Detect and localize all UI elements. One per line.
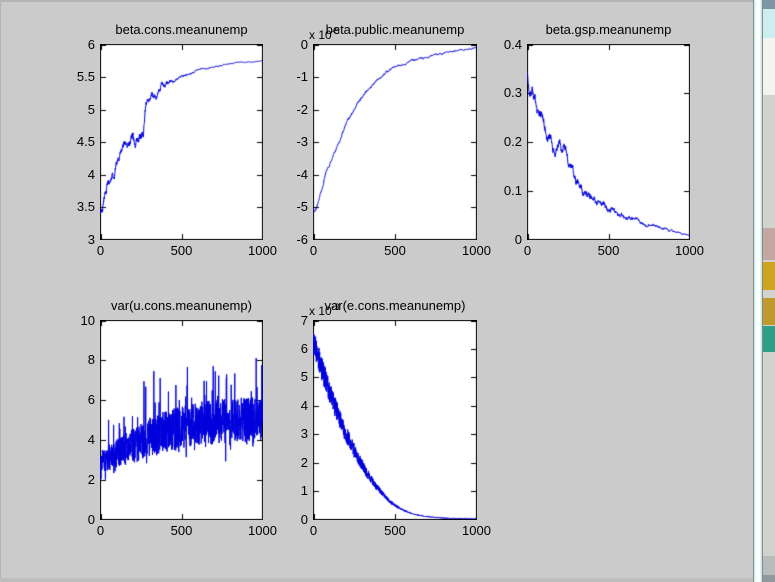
y-tick-label: 3 [87,231,95,247]
subplot-var-e-cons-meanunemp: var(e.cons.meanunemp) x 10-3 0 1 2 3 4 5 6 7 0 5… [301,298,491,538]
x-tick-label: 1000 [248,243,277,258]
y-tick-label: 8 [87,352,95,368]
y-tick-label: 0 [300,36,308,52]
y-tick-label: 7 [300,312,308,328]
y-tick-label: 3.5 [76,199,95,214]
y-tick-label: -2 [296,101,308,117]
y-axis-exponent-label: x 10-3 [309,302,340,318]
exponent-power: -3 [331,302,340,312]
plot-title: beta.public.meanunemp [325,22,465,37]
desktop-icon-fragment-teal [763,326,775,352]
y-tick-label: -6 [296,231,308,247]
desktop-edge-column [763,0,775,582]
plot-area [313,44,477,240]
x-tick-label: 0 [96,523,105,538]
plot-area [527,44,690,240]
y-tick-label: -4 [296,166,308,182]
x-tick-label: 500 [384,523,406,538]
y-tick-label: 5 [87,101,95,117]
y-tick-label: 0.3 [503,85,522,101]
subplot-beta-cons-meanunemp: beta.cons.meanunemp 3 3.5 4 4.5 5 5.5 6 0 500 10… [77,22,277,258]
plot-title: beta.gsp.meanunemp [545,22,672,37]
y-tick-label: 0.1 [503,182,522,198]
x-tick-label: 500 [170,523,193,538]
figure-canvas: beta.cons.meanunemp 3 3.5 4 4.5 5 5.5 6 0 500 10… [0,0,754,582]
y-tick-label: 0 [87,511,95,527]
y-tick-label: 5 [300,369,308,385]
window-right-border [753,0,754,582]
plot-title: var(u.cons.meanunemp) [111,298,252,313]
plot-title: var(e.cons.meanunemp) [324,298,466,313]
desktop-edge-cyan [763,9,775,38]
y-tick-label: 4 [87,166,95,182]
x-tick-label: 500 [597,243,620,258]
x-tick-label: 1000 [462,523,491,538]
subplot-var-u-cons-meanunemp: var(u.cons.meanunemp) 0 2 4 6 8 10 0 500 1000 [81,298,277,538]
y-tick-label: 4.5 [76,134,95,149]
y-tick-label: 6 [87,36,95,52]
exponent-mantissa: x 10 [309,28,332,42]
x-tick-label: 0 [309,243,318,258]
plot-title: beta.cons.meanunemp [115,22,248,37]
y-tick-label: 2 [87,471,95,487]
desktop-edge-slate-bottom [763,575,775,582]
x-tick-label: 500 [170,243,193,258]
x-tick-label: 0 [523,243,532,258]
x-tick-label: 0 [309,523,318,538]
x-tick-label: 0 [96,243,105,258]
y-tick-label: 10 [80,312,95,328]
desktop-edge-pink [763,228,775,260]
y-tick-label: 6 [87,392,95,408]
desktop-edge-gray-dark [763,556,775,575]
desktop-icon-fragment-yellow-2 [763,298,775,325]
window-left-edge [0,0,1,582]
desktop-edge-white [763,38,775,95]
subplot-beta-gsp-meanunemp: beta.gsp.meanunemp 0 0.1 0.2 0.3 0.4 0 500 100… [504,22,704,258]
window-right-border-inner [762,0,763,582]
plot-area [100,320,263,520]
y-tick-label: -1 [296,69,308,84]
window-bottom-edge [0,578,754,582]
y-tick-label: 0.4 [503,36,522,52]
y-axis-exponent-label: x 10-5 [309,26,340,42]
y-tick-label: -3 [296,134,308,149]
y-tick-label: 0 [300,511,308,527]
y-tick-label: 5.5 [76,69,95,84]
y-tick-label: 6 [300,340,308,356]
x-tick-label: 500 [384,243,406,258]
y-tick-label: 0.2 [503,134,522,149]
x-tick-label: 1000 [675,243,704,258]
y-tick-label: 0 [514,231,522,247]
plot-area [313,320,477,520]
desktop-edge-slate [763,0,775,9]
x-tick-label: 1000 [462,243,491,258]
desktop-icon-fragment-yellow-1 [763,262,775,290]
y-tick-label: 1 [300,483,308,499]
exponent-mantissa: x 10 [309,304,332,318]
exponent-power: -5 [331,26,340,36]
y-tick-label: 2 [300,454,308,470]
y-tick-label: 3 [300,426,308,442]
plot-area [100,44,263,240]
window-edge-gradient [754,0,762,582]
y-tick-label: 4 [300,397,308,413]
y-tick-label: -5 [296,199,308,214]
subplot-beta-public-meanunemp: beta.public.meanunemp x 10-5 -6 -5 -4 -3 -2-… [296,22,491,258]
desktop-sliver-behind-window [753,0,775,582]
x-tick-label: 1000 [248,523,277,538]
y-tick-label: 4 [87,431,95,447]
window-top-edge [0,0,754,2]
